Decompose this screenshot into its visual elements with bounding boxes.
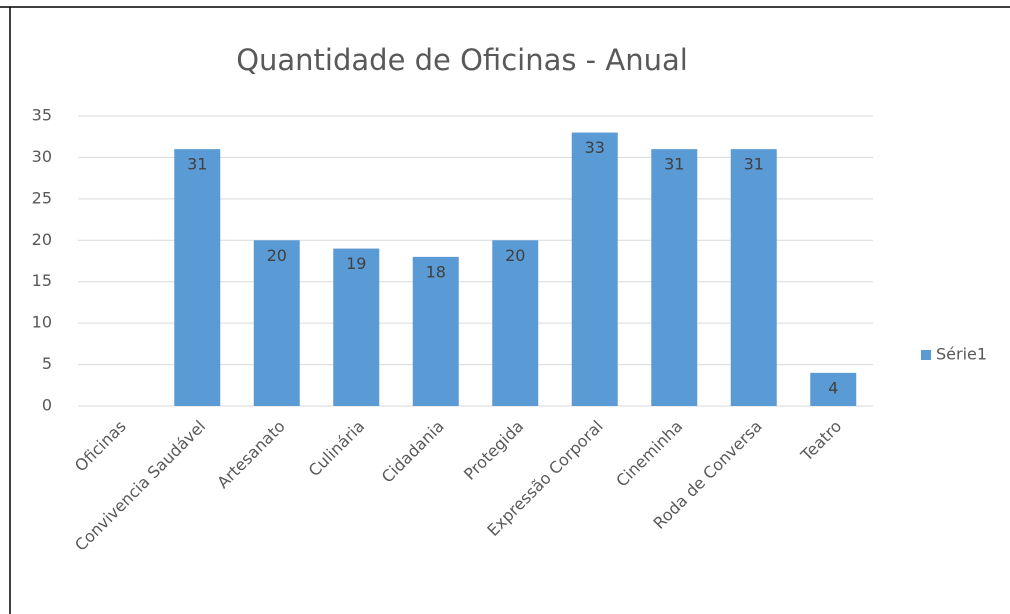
bar (174, 149, 221, 406)
bar (492, 240, 539, 406)
y-tick-label: 5 (42, 354, 52, 373)
y-tick-label: 10 (32, 313, 52, 332)
y-tick-label: 35 (32, 106, 52, 125)
bar (810, 372, 857, 406)
data-label: 18 (426, 262, 446, 281)
bar (571, 132, 618, 407)
bar (651, 149, 698, 406)
data-label: 4 (828, 378, 838, 397)
bar (333, 248, 380, 406)
data-label: 31 (744, 155, 764, 174)
chart-title: Quantidade de Oficinas - Anual (236, 43, 688, 77)
y-tick-label: 25 (32, 188, 52, 207)
bar (412, 256, 459, 406)
data-label: 31 (187, 155, 207, 174)
bar (730, 149, 777, 406)
y-tick-label: 15 (32, 271, 52, 290)
data-label: 31 (664, 155, 684, 174)
legend-label: Série1 (936, 345, 987, 364)
legend-swatch (921, 350, 931, 360)
data-label: 20 (505, 246, 525, 265)
data-label: 20 (267, 246, 287, 265)
data-label: 33 (585, 138, 605, 157)
y-tick-label: 0 (42, 396, 52, 415)
data-label: 19 (346, 254, 366, 273)
bar (253, 240, 300, 406)
y-tick-label: 30 (32, 147, 52, 166)
y-tick-label: 20 (32, 230, 52, 249)
